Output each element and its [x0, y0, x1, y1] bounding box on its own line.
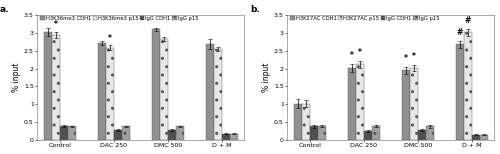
Bar — [168, 130, 176, 140]
Text: *: * — [404, 54, 407, 63]
Bar — [464, 32, 472, 140]
Bar — [364, 131, 372, 140]
Text: *: * — [54, 20, 58, 29]
Bar — [98, 43, 106, 140]
Legend: H3K36me3 CDH1, H3K36me3 p15, IgG CDH1, IgG p15: H3K36me3 CDH1, H3K36me3 p15, IgG CDH1, I… — [40, 15, 199, 21]
Text: #: # — [456, 28, 463, 37]
Bar — [426, 126, 434, 140]
Bar — [230, 134, 238, 140]
Bar — [418, 130, 426, 140]
Y-axis label: % input: % input — [12, 63, 21, 92]
Bar — [310, 126, 318, 140]
Text: a.: a. — [0, 5, 10, 14]
Bar — [152, 29, 160, 140]
Bar — [206, 44, 214, 140]
Bar — [122, 126, 130, 140]
Text: #: # — [464, 16, 471, 25]
Text: b.: b. — [250, 5, 260, 14]
Bar — [456, 44, 464, 140]
Bar — [60, 126, 68, 140]
Text: *: * — [108, 34, 112, 43]
Bar — [44, 32, 52, 140]
Text: *: * — [412, 53, 416, 61]
Bar — [114, 130, 122, 140]
Bar — [214, 49, 222, 140]
Bar — [160, 39, 168, 140]
Bar — [294, 103, 302, 140]
Bar — [402, 70, 409, 140]
Text: *: * — [358, 48, 362, 57]
Bar — [106, 48, 114, 140]
Bar — [410, 68, 418, 140]
Bar — [356, 64, 364, 140]
Bar — [480, 135, 488, 140]
Bar — [472, 135, 480, 140]
Text: *: * — [350, 51, 354, 60]
Legend: H3K27AC CDH1, H3K27AC p15, IgG CDH1, IgG p15: H3K27AC CDH1, H3K27AC p15, IgG CDH1, IgG… — [290, 15, 440, 21]
Y-axis label: % input: % input — [262, 63, 271, 92]
Bar — [318, 126, 326, 140]
Bar — [222, 134, 230, 140]
Bar — [52, 35, 60, 140]
Bar — [68, 126, 76, 140]
Bar — [302, 103, 310, 140]
Bar — [372, 126, 380, 140]
Bar — [348, 68, 356, 140]
Bar — [176, 126, 184, 140]
